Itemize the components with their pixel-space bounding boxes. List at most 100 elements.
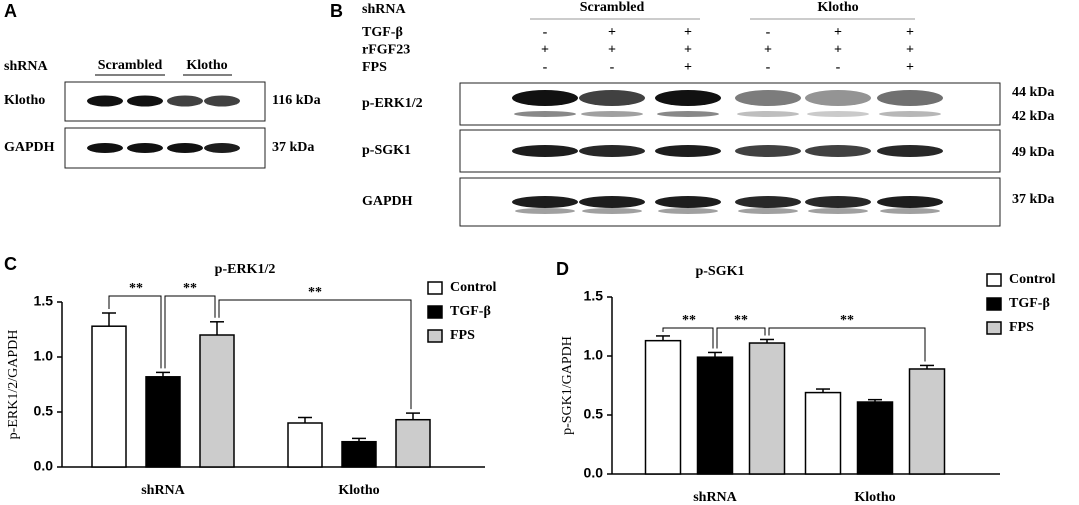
blot-band [880, 208, 940, 214]
blot-band [877, 196, 943, 208]
size-label: 37 kDa [272, 140, 314, 155]
blot-band [87, 143, 123, 153]
treatment-sign: - [543, 25, 548, 40]
legend-swatch [986, 273, 1002, 287]
blot-band [204, 143, 240, 153]
blot-band [512, 145, 578, 157]
treatment-sign: + [834, 25, 842, 40]
blot-band [515, 208, 575, 214]
significance-label: ** [840, 313, 854, 328]
legend-label: TGF-β [1009, 296, 1050, 311]
treatment-sign: + [684, 60, 692, 75]
row-label: GAPDH [362, 194, 413, 209]
x-tick-label: shRNA [693, 490, 737, 505]
size-label: 37 kDa [1012, 192, 1054, 207]
panel-label: A [4, 1, 17, 21]
blot-band [807, 111, 869, 117]
group-label: Klotho [186, 58, 227, 73]
treatment-sign: + [906, 25, 914, 40]
treatment-sign: - [766, 60, 771, 75]
significance-label: ** [682, 313, 696, 328]
legend-label: FPS [1009, 320, 1034, 335]
significance-bracket [218, 299, 412, 410]
row-label: p-ERK1/2 [362, 96, 423, 111]
panel-label: B [330, 1, 343, 21]
significance-bracket [768, 327, 926, 362]
size-label: 49 kDa [1012, 145, 1054, 160]
y-axis-label: p-ERK1/2/GAPDH [6, 330, 21, 440]
blot-band [655, 145, 721, 157]
treatment-label: FPS [362, 60, 387, 75]
legend-label: Control [1009, 272, 1056, 287]
significance-bracket [164, 295, 216, 369]
treatment-sign: - [543, 60, 548, 75]
bar [856, 401, 894, 475]
significance-label: ** [183, 281, 197, 296]
y-tick-label: 1.5 [584, 288, 604, 304]
treatment-sign: + [608, 25, 616, 40]
legend-label: Control [450, 280, 497, 295]
blot-band [738, 208, 798, 214]
row-header: shRNA [4, 59, 48, 74]
y-tick-label: 0.5 [584, 406, 604, 422]
blot-band [579, 90, 645, 106]
legend-swatch [427, 305, 443, 319]
significance-label: ** [734, 313, 748, 328]
treatment-sign: + [906, 60, 914, 75]
row-header: shRNA [362, 2, 406, 17]
legend-swatch [427, 281, 443, 295]
blot-band [655, 90, 721, 106]
bar [908, 368, 946, 475]
significance-bracket [108, 295, 162, 369]
significance-bracket [662, 327, 714, 349]
legend-label: FPS [450, 328, 475, 343]
y-tick-label: 1.0 [584, 347, 604, 363]
y-tick-label: 0.0 [584, 465, 604, 481]
row-label: Klotho [4, 93, 45, 108]
blot-band [582, 208, 642, 214]
blot-band [581, 111, 643, 117]
bar [145, 376, 181, 468]
legend-label: TGF-β [450, 304, 491, 319]
treatment-label: TGF-β [362, 25, 403, 40]
treatment-sign: + [684, 25, 692, 40]
treatment-sign: + [541, 43, 549, 58]
panel-label: D [556, 259, 569, 279]
y-tick-label: 0.5 [34, 403, 54, 419]
size-label: 42 kDa [1012, 109, 1054, 124]
legend-swatch [986, 297, 1002, 311]
blot-band [655, 196, 721, 208]
y-tick-label: 0.0 [34, 458, 54, 474]
blot-band [167, 143, 203, 153]
y-tick-label: 1.0 [34, 348, 54, 364]
blot-band [512, 90, 578, 106]
blot-band [657, 111, 719, 117]
row-label: p-SGK1 [362, 143, 411, 158]
bar [199, 334, 235, 468]
y-axis-label: p-SGK1/GAPDH [560, 336, 575, 435]
bar [91, 325, 127, 468]
x-tick-label: shRNA [141, 483, 185, 498]
bar [696, 356, 734, 475]
blot-band [735, 145, 801, 157]
blot-band [877, 90, 943, 106]
blot-band [127, 95, 163, 107]
treatment-sign: - [766, 25, 771, 40]
bar [341, 440, 377, 468]
blot-band [805, 196, 871, 208]
bar [748, 342, 786, 475]
blot-band [579, 145, 645, 157]
group-label: Scrambled [580, 0, 645, 15]
bar [395, 418, 431, 468]
y-tick-label: 1.5 [34, 293, 54, 309]
blot-band [87, 95, 123, 107]
blot-band [735, 90, 801, 106]
group-label: Scrambled [98, 58, 163, 73]
blot-band [735, 196, 801, 208]
significance-bracket [716, 327, 766, 349]
treatment-label: rFGF23 [362, 43, 410, 58]
blot-band [879, 111, 941, 117]
legend-swatch [427, 329, 443, 343]
bar [804, 391, 842, 475]
